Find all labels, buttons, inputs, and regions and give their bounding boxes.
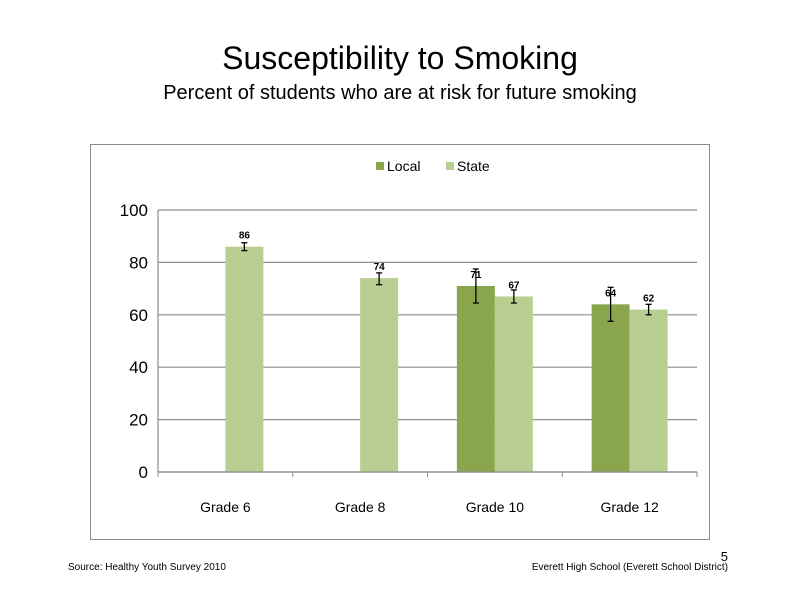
y-tick-label: 0 [139, 463, 148, 482]
y-tick-label: 80 [129, 253, 148, 272]
bar-state [629, 309, 668, 472]
bar-state [494, 296, 533, 472]
bar-state [225, 246, 264, 472]
x-tick-label: Grade 12 [600, 499, 659, 515]
x-tick-label: Grade 6 [200, 499, 251, 515]
source-note: Source: Healthy Youth Survey 2010 [68, 562, 226, 573]
school-note: Everett High School (Everett School Dist… [531, 562, 728, 573]
bar-state [360, 278, 399, 472]
chart-subtitle: Percent of students who are at risk for … [163, 82, 637, 104]
bar-local [591, 304, 630, 472]
legend-label-state: State [457, 158, 490, 174]
data-label: 71 [470, 270, 482, 281]
data-label: 67 [508, 280, 520, 291]
x-tick-label: Grade 10 [466, 499, 525, 515]
data-label: 62 [643, 294, 655, 305]
data-label: 86 [239, 231, 251, 242]
x-tick-label: Grade 8 [335, 499, 386, 515]
y-tick-label: 20 [129, 411, 148, 430]
legend-swatch-state [446, 162, 454, 170]
bar-local [456, 285, 495, 472]
data-label: 74 [374, 262, 386, 273]
legend-swatch-local [376, 162, 384, 170]
page-number: 5 [720, 549, 728, 564]
legend-label-local: Local [387, 158, 420, 174]
y-tick-label: 40 [129, 358, 148, 377]
y-tick-label: 100 [120, 201, 148, 220]
y-tick-label: 60 [129, 306, 148, 325]
data-label: 64 [605, 288, 617, 299]
chart-title: Susceptibility to Smoking [222, 40, 578, 76]
